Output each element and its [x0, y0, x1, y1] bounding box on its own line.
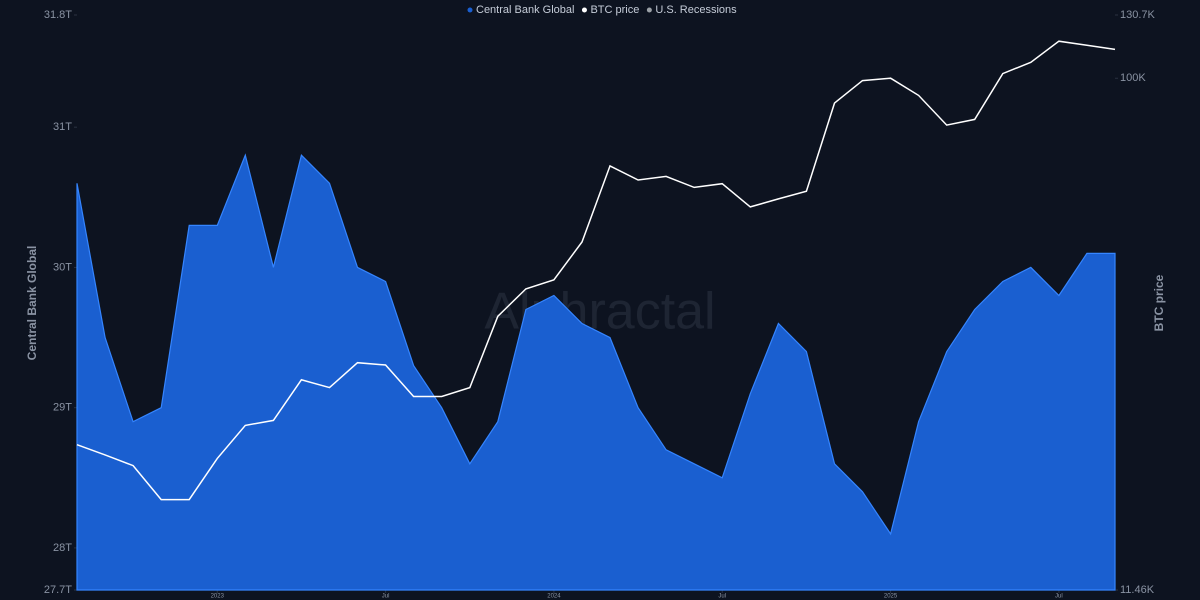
legend: Central Bank Global BTC price U.S. Recessi… [467, 4, 737, 16]
y-tick-label: 31T [53, 121, 72, 133]
legend-marker [467, 7, 473, 13]
x-tick-label: Jul [718, 594, 726, 600]
x-tick-label: 2024 [547, 594, 561, 600]
legend-label: BTC price [590, 4, 639, 16]
y-tick-label: 29T [53, 402, 72, 414]
y2-tick-label: 11.46K [1120, 584, 1155, 596]
area [76, 153, 1116, 591]
y-tick-label: 27.7T [44, 584, 72, 596]
x-tick-label: 2023 [211, 594, 225, 600]
y2-tick-label: 100K [1120, 72, 1146, 84]
y2-axis-title: BTC price [1152, 274, 1166, 331]
legend-label: Central Bank Global [476, 4, 574, 16]
y-tick-label: 30T [53, 261, 72, 273]
y2-tick-label: 130.7K [1120, 9, 1156, 21]
y-tick-label: 31.8T [44, 9, 72, 21]
x-tick-label: Jul [1055, 594, 1063, 600]
x-tick-label: Jul [382, 594, 390, 600]
x-tick-label: 2025 [884, 594, 898, 600]
line [76, 40, 1116, 501]
y-tick-label: 28T [53, 542, 72, 554]
y-axis-title: Central Bank Global [25, 246, 39, 361]
legend-label: U.S. Recessions [655, 4, 737, 16]
legend-marker [646, 7, 652, 13]
legend-marker [581, 7, 587, 13]
